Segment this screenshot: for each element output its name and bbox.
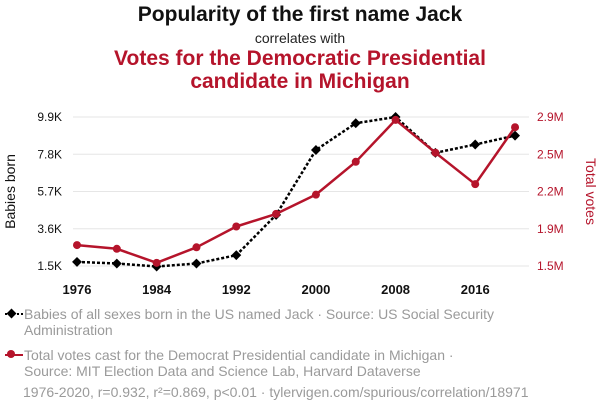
legend-text-babies-line1: Babies of all sexes born in the US named… <box>24 306 494 322</box>
legend-text-babies-line2: Administration <box>24 322 113 338</box>
y-right-tick-label: 2.5M <box>537 147 564 161</box>
data-point-babies <box>310 145 321 155</box>
y-right-tick-label: 2.2M <box>537 185 564 199</box>
data-point-votes <box>471 180 480 189</box>
y-right-tick-label: 1.9M <box>537 222 564 236</box>
y-left-tick-label: 1.5K <box>37 259 62 273</box>
chart-subtitle: correlates with <box>254 30 346 46</box>
data-point-votes <box>152 258 161 267</box>
legend-text-votes-line2: Source: MIT Election Data and Science La… <box>24 363 421 379</box>
y-right-axis-label: Total votes <box>583 158 599 225</box>
data-point-votes <box>272 209 281 218</box>
data-point-babies <box>191 258 202 269</box>
legend-marker-babies <box>5 308 23 319</box>
data-point-babies <box>470 139 481 150</box>
data-point-votes <box>351 157 360 166</box>
chart-title-secondary: Votes for the Democratic Presidential ca… <box>0 47 600 93</box>
footnote: 1976-2020, r=0.932, r²=0.869, p<0.01 · t… <box>23 384 529 400</box>
x-tick-label: 1984 <box>142 282 172 297</box>
y-right-tick-label: 1.5M <box>537 259 564 273</box>
x-tick-label: 2008 <box>381 282 410 297</box>
y-left-tick-label: 9.9K <box>37 110 62 124</box>
data-point-babies <box>231 250 242 261</box>
chart-title: Popularity of the first name Jack <box>137 3 463 26</box>
data-point-votes <box>511 123 520 132</box>
data-point-babies <box>510 130 520 141</box>
data-point-votes <box>311 190 320 199</box>
data-point-votes <box>112 244 121 253</box>
data-point-votes <box>73 241 81 250</box>
y-left-tick-label: 5.7K <box>37 185 62 199</box>
data-point-babies <box>72 256 82 267</box>
series-line-votes <box>76 118 517 265</box>
data-point-babies <box>111 258 122 269</box>
legend-marker-votes <box>5 350 23 358</box>
data-point-votes <box>391 115 400 124</box>
y-left-axis-label: Babies born <box>2 154 18 229</box>
data-point-votes <box>431 148 440 157</box>
data-point-votes <box>232 222 241 231</box>
y-right-tick-label: 2.9M <box>537 110 564 124</box>
correlation-chart: 1.5K 1.5M 3.6K 1.9M 5.7K 2.2M 7.8K 2.5M 9.9K 2.9M… <box>2 110 599 297</box>
x-tick-label: 2016 <box>461 282 490 297</box>
x-tick-label: 2000 <box>301 282 330 297</box>
legend-text-votes-line1: Total votes cast for the Democrat Presid… <box>24 347 454 363</box>
data-point-votes <box>192 243 201 252</box>
chart-title-secondary-line1: Votes for the Democratic Presidential <box>114 47 486 70</box>
x-tick-label: 1992 <box>222 282 251 297</box>
y-left-tick-label: 3.6K <box>37 222 62 236</box>
x-tick-label: 1976 <box>63 282 92 297</box>
series-line-babies <box>76 115 516 268</box>
chart-title-secondary-line2: candidate in Michigan <box>190 70 410 93</box>
y-left-tick-label: 7.8K <box>37 147 62 161</box>
